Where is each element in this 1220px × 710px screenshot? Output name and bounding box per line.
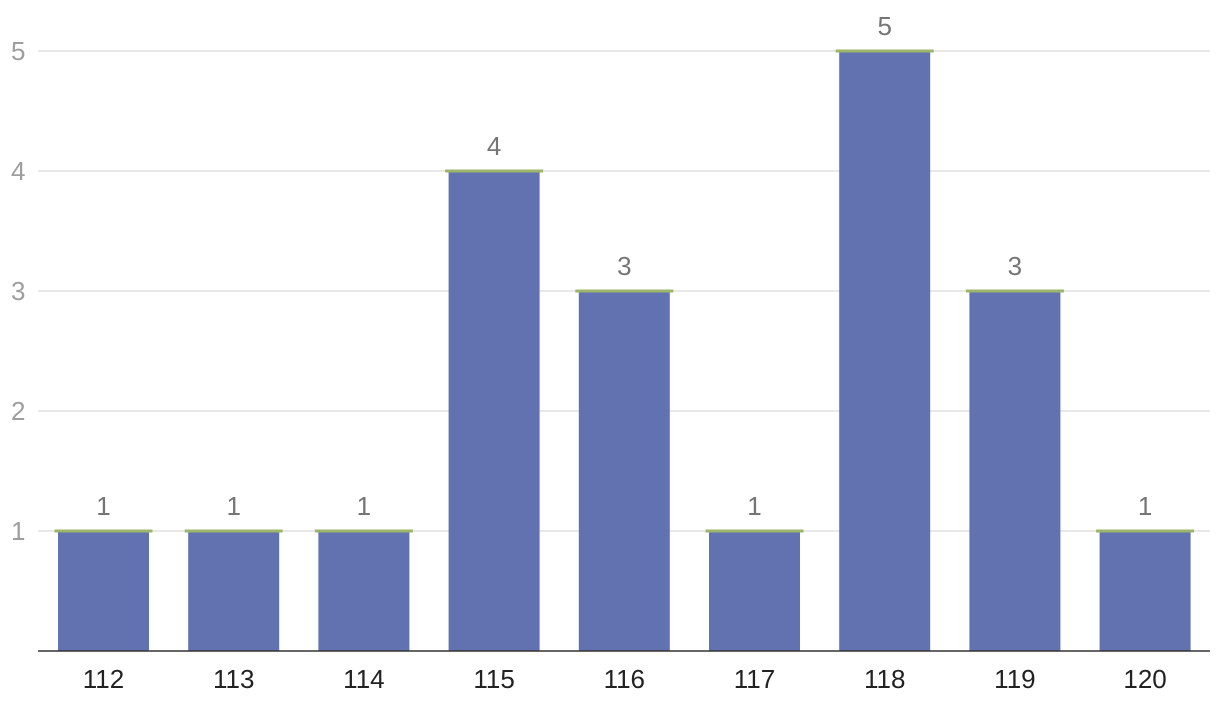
x-tick-label-118: 118 <box>864 664 905 694</box>
bar-118 <box>839 51 931 651</box>
bar-cap-115 <box>445 169 544 173</box>
x-tick-label-117: 117 <box>734 664 775 694</box>
bar-112 <box>58 531 149 651</box>
data-label-117: 1 <box>747 491 761 521</box>
y-tick-label-2: 2 <box>11 396 25 426</box>
data-label-118: 5 <box>877 11 891 41</box>
y-tick-label-4: 4 <box>11 156 25 186</box>
bar-cap-119 <box>965 289 1064 293</box>
data-label-120: 1 <box>1138 491 1152 521</box>
bar-cap-118 <box>835 49 934 53</box>
data-label-116: 3 <box>617 251 631 281</box>
x-axis-ticks: 112 113 114 115 116 117 118 119 120 <box>83 664 1167 694</box>
bar-113 <box>188 531 280 651</box>
data-label-113: 1 <box>226 491 240 521</box>
bar-cap-120 <box>1096 529 1195 533</box>
bar-cap-114 <box>314 529 413 533</box>
bar-cap-116 <box>575 289 674 293</box>
bar-cap-117 <box>705 529 804 533</box>
y-tick-label-1: 1 <box>11 516 25 546</box>
data-label-114: 1 <box>357 491 371 521</box>
bar-119 <box>969 291 1061 651</box>
bar-115 <box>448 171 540 651</box>
x-tick-label-114: 114 <box>343 664 384 694</box>
data-label-119: 3 <box>1008 251 1022 281</box>
y-tick-label-3: 3 <box>11 276 25 306</box>
data-labels: 1 1 1 4 3 1 5 3 1 <box>96 11 1152 521</box>
bars <box>54 49 1195 651</box>
bar-cap-112 <box>54 529 153 533</box>
y-tick-label-5: 5 <box>11 36 25 66</box>
bar-117 <box>709 531 800 651</box>
data-label-112: 1 <box>96 491 110 521</box>
bar-120 <box>1099 531 1191 651</box>
bar-114 <box>318 531 410 651</box>
x-tick-label-112: 112 <box>83 664 124 694</box>
bar-cap-113 <box>184 529 283 533</box>
x-tick-label-116: 116 <box>604 664 645 694</box>
x-tick-label-115: 115 <box>473 664 514 694</box>
x-tick-label-119: 119 <box>994 664 1035 694</box>
bar-116 <box>578 291 670 651</box>
data-label-115: 4 <box>487 131 501 161</box>
x-tick-label-120: 120 <box>1123 664 1166 694</box>
y-axis-ticks: 1 2 3 4 5 <box>11 36 25 546</box>
x-tick-label-113: 113 <box>213 664 254 694</box>
